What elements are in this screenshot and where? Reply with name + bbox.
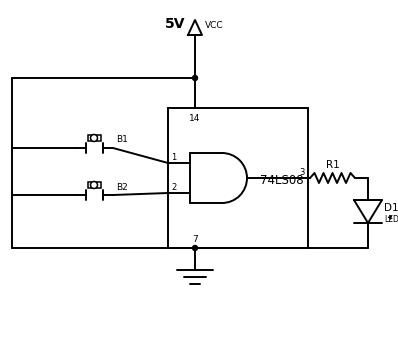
Text: LED: LED <box>384 215 398 223</box>
Circle shape <box>90 181 98 188</box>
FancyBboxPatch shape <box>88 182 101 188</box>
Text: 14: 14 <box>189 114 201 123</box>
Text: VCC: VCC <box>205 22 224 30</box>
FancyBboxPatch shape <box>88 135 101 141</box>
Text: D1: D1 <box>384 203 398 213</box>
Text: R1: R1 <box>326 160 339 170</box>
Text: B1: B1 <box>116 135 128 144</box>
Circle shape <box>193 245 197 251</box>
Text: 7: 7 <box>192 235 198 244</box>
Text: 2: 2 <box>171 183 176 192</box>
Text: 1: 1 <box>171 153 176 162</box>
Text: 74LS08: 74LS08 <box>260 173 304 186</box>
Text: 5V: 5V <box>164 17 185 31</box>
Circle shape <box>193 75 197 81</box>
Bar <box>168 108 308 248</box>
Circle shape <box>90 134 98 141</box>
Text: B2: B2 <box>116 183 128 192</box>
Text: 3: 3 <box>300 168 305 177</box>
